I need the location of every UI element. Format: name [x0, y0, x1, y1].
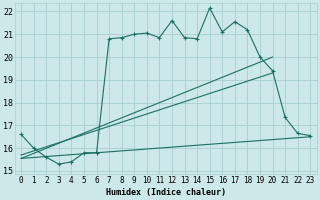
X-axis label: Humidex (Indice chaleur): Humidex (Indice chaleur): [106, 188, 226, 197]
